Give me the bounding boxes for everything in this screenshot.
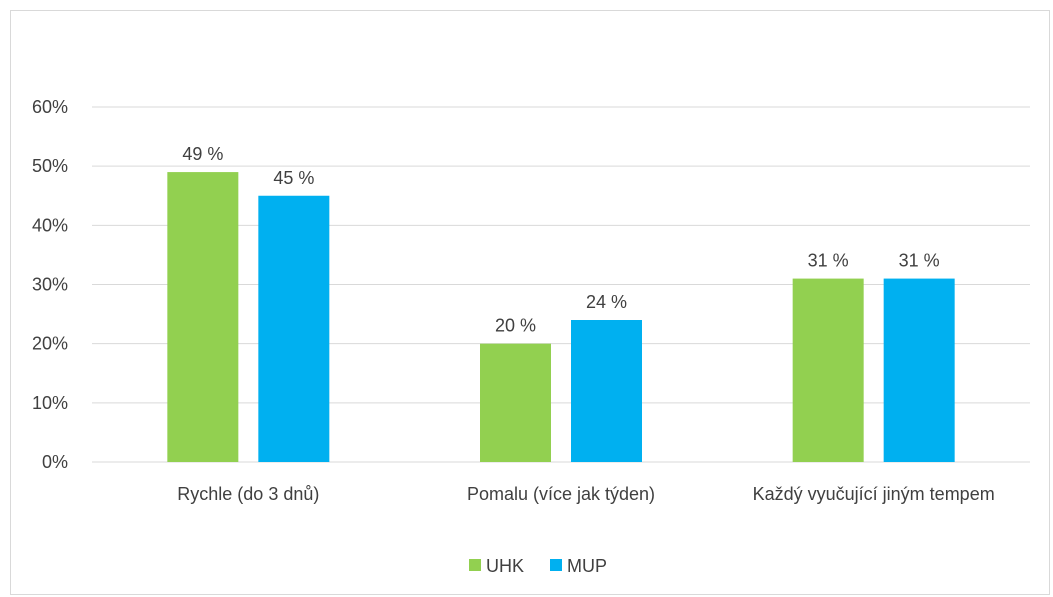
y-tick-label: 40%: [32, 215, 68, 235]
data-label: 31 %: [899, 251, 940, 271]
bar-uhk: [792, 278, 864, 462]
data-label: 49 %: [182, 144, 223, 164]
legend-label-mup: MUP: [567, 556, 607, 576]
x-category-label: Každý vyučující jiným tempem: [753, 484, 995, 504]
data-label: 20 %: [495, 316, 536, 336]
y-tick-label: 20%: [32, 334, 68, 354]
bar-mup: [258, 195, 330, 462]
y-tick-label: 60%: [32, 97, 68, 117]
x-axis-categories: Rychle (do 3 dnů) Pomalu (více jak týden)…: [177, 484, 994, 504]
bar-uhk: [167, 172, 239, 463]
y-tick-label: 50%: [32, 156, 68, 176]
legend-swatch-mup: [550, 559, 562, 571]
y-tick-label: 30%: [32, 275, 68, 295]
legend-label-uhk: UHK: [486, 556, 524, 576]
bar-uhk: [480, 343, 551, 462]
data-label: 24 %: [586, 292, 627, 312]
data-label: 45 %: [273, 168, 314, 188]
bar-mup: [571, 320, 642, 462]
y-axis-ticks: 0% 10% 20% 30% 40% 50% 60%: [32, 97, 68, 472]
bar-mup: [883, 278, 955, 462]
data-labels: 49 % 45 % 20 % 24 % 31 % 31 %: [182, 144, 939, 336]
data-label: 31 %: [808, 251, 849, 271]
y-tick-label: 10%: [32, 393, 68, 413]
y-tick-label: 0%: [42, 452, 68, 472]
gridlines: [92, 106, 1030, 463]
legend-swatch-uhk: [469, 559, 481, 571]
x-category-label: Pomalu (více jak týden): [467, 484, 655, 504]
bars: [167, 172, 955, 463]
legend: UHK MUP: [469, 556, 607, 576]
x-category-label: Rychle (do 3 dnů): [177, 484, 319, 504]
